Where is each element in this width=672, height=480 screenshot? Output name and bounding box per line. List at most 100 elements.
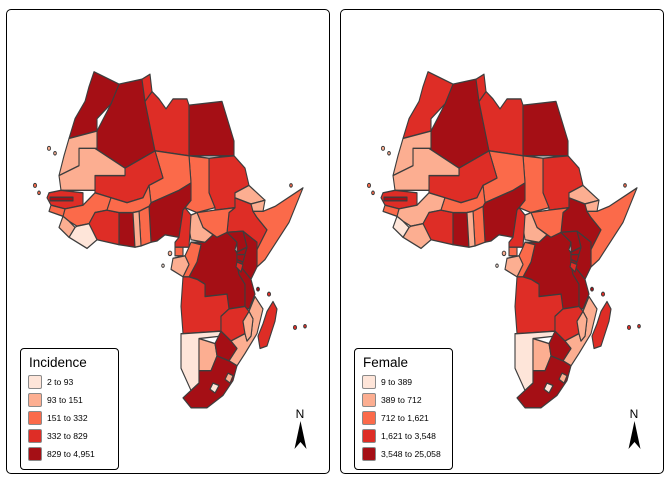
country-malawi xyxy=(242,310,254,342)
island-cape-verde-2 xyxy=(371,190,375,196)
island-cape-verde-1 xyxy=(366,182,372,188)
legend-item: 3,548 to 25,058 xyxy=(362,447,445,461)
north-arrow: N xyxy=(623,408,645,451)
country-western-sahara xyxy=(392,130,432,177)
island-zanzibar xyxy=(256,286,260,292)
country-togo xyxy=(466,210,476,248)
legend-title: Incidence xyxy=(29,355,87,370)
island-socotra xyxy=(623,183,627,188)
north-arrow: N xyxy=(289,408,311,451)
legend-swatch xyxy=(28,375,42,389)
island-comoros xyxy=(600,291,606,297)
country-rwanda xyxy=(236,253,246,263)
island-sao-tome xyxy=(161,263,165,268)
country-uganda xyxy=(560,230,582,253)
north-arrow-icon xyxy=(294,421,306,449)
country-guinea-bissau xyxy=(382,204,400,217)
legend-item-label: 151 to 332 xyxy=(47,413,88,423)
legend-items: 2 to 93 93 to 151 151 to 332 332 to 829 829 … xyxy=(28,375,111,461)
legend-item: 93 to 151 xyxy=(28,393,111,407)
legend-swatch xyxy=(362,447,376,461)
country-ghana xyxy=(452,211,470,248)
island-sao-tome xyxy=(495,263,499,268)
island-zanzibar xyxy=(590,286,594,292)
country-gambia xyxy=(49,196,74,202)
country-tunisia xyxy=(141,73,153,103)
legend-title: Female xyxy=(363,355,409,370)
island-bioko xyxy=(501,250,507,257)
legend-item-label: 1,621 to 3,548 xyxy=(381,431,436,441)
country-angola xyxy=(180,276,230,335)
country-uganda xyxy=(226,230,248,253)
island-canary-2 xyxy=(387,151,391,156)
country-madagascar xyxy=(591,300,612,350)
country-rwanda xyxy=(570,253,580,263)
country-equatorial-guinea xyxy=(174,246,184,257)
country-lesotho xyxy=(209,382,220,394)
country-egypt xyxy=(188,100,235,157)
legend-item: 1,621 to 3,548 xyxy=(362,429,445,443)
country-zimbabwe xyxy=(548,330,572,362)
country-ghana xyxy=(118,211,136,248)
legend-item: 332 to 829 xyxy=(28,429,111,443)
country-guinea-bissau xyxy=(48,204,66,217)
country-tunisia xyxy=(475,73,487,103)
country-sierra-leone xyxy=(392,215,410,238)
legend-swatch xyxy=(362,393,376,407)
panel-incidence: Incidence 2 to 93 93 to 151 151 to 332 332 … xyxy=(6,9,330,474)
legend-swatch xyxy=(28,393,42,407)
island-canary-2 xyxy=(53,151,57,156)
country-lesotho xyxy=(543,382,554,394)
panel-female: Female 9 to 389 389 to 712 712 to 1,621 1,6… xyxy=(340,9,664,474)
country-zimbabwe xyxy=(214,330,238,362)
country-somalia xyxy=(252,187,304,268)
north-label: N xyxy=(629,407,639,421)
north-label: N xyxy=(295,407,305,421)
legend-swatch xyxy=(28,429,42,443)
legend-item: 9 to 389 xyxy=(362,375,445,389)
country-togo xyxy=(132,210,142,248)
country-burundi xyxy=(235,261,244,273)
island-canary-1 xyxy=(46,145,52,151)
legend-item: 829 to 4,951 xyxy=(28,447,111,461)
country-burkina-faso xyxy=(106,184,152,214)
legend-item: 2 to 93 xyxy=(28,375,111,389)
legend-swatch xyxy=(362,429,376,443)
africa-map-incidence xyxy=(15,52,321,432)
africa-map-svg xyxy=(366,71,641,409)
legend-item-label: 93 to 151 xyxy=(47,395,83,405)
country-egypt xyxy=(522,100,569,157)
africa-map-female xyxy=(349,52,655,432)
country-somalia xyxy=(586,187,638,268)
country-gambia xyxy=(383,196,408,202)
legend-incidence: Incidence 2 to 93 93 to 151 151 to 332 332 … xyxy=(20,348,119,470)
country-south-africa xyxy=(516,355,572,409)
country-south-africa xyxy=(182,355,238,409)
legend-item-label: 389 to 712 xyxy=(381,395,422,405)
country-eswatini xyxy=(224,372,234,384)
legend-item-label: 2 to 93 xyxy=(47,377,74,387)
legend-swatch xyxy=(362,375,376,389)
legend-swatch xyxy=(28,411,42,425)
country-sierra-leone xyxy=(58,215,76,238)
country-burkina-faso xyxy=(440,184,486,214)
island-reunion xyxy=(637,323,641,329)
island-cape-verde-2 xyxy=(37,190,41,196)
country-eswatini xyxy=(558,372,568,384)
island-mauritius xyxy=(626,324,632,331)
island-reunion xyxy=(303,323,307,329)
island-mauritius xyxy=(292,324,298,331)
country-equatorial-guinea xyxy=(508,246,518,257)
legend-item-label: 829 to 4,951 xyxy=(47,449,95,459)
legend-female: Female 9 to 389 389 to 712 712 to 1,621 1,6… xyxy=(354,348,453,470)
island-comoros xyxy=(266,291,272,297)
legend-items: 9 to 389 389 to 712 712 to 1,621 1,621 to 3… xyxy=(362,375,445,461)
north-arrow-icon xyxy=(628,421,640,449)
country-malawi xyxy=(576,310,588,342)
legend-item: 151 to 332 xyxy=(28,411,111,425)
country-djibouti xyxy=(250,199,266,213)
country-djibouti xyxy=(584,199,600,213)
africa-map-svg xyxy=(32,71,307,409)
legend-swatch xyxy=(362,411,376,425)
